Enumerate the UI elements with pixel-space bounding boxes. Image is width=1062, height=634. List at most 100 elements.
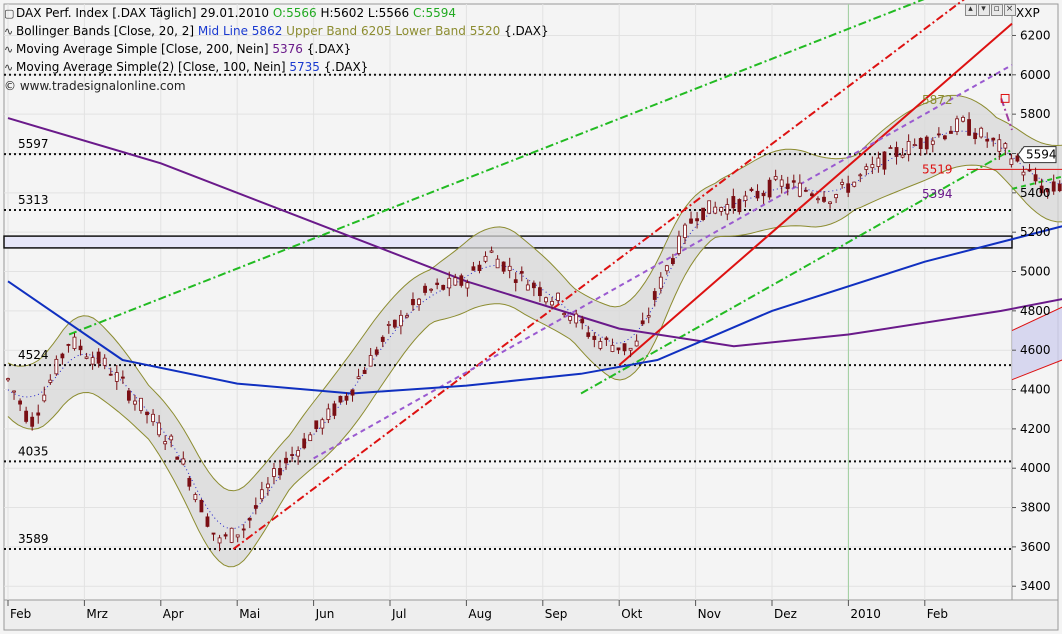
legend-bollinger-upper: Upper Band 6205 <box>286 24 392 38</box>
y-tick-label: 5000 <box>1020 265 1051 279</box>
candle <box>12 390 16 393</box>
candle <box>719 207 724 212</box>
candle <box>628 347 633 351</box>
legend-bollinger-label: Bollinger Bands [Close, 20, 2] <box>16 24 195 38</box>
candle <box>145 411 149 416</box>
candle <box>193 494 198 501</box>
candle <box>822 196 826 202</box>
candle <box>157 422 162 436</box>
candle <box>864 166 869 170</box>
y-tick-label: 6000 <box>1020 68 1051 82</box>
candle <box>163 441 168 445</box>
candle <box>876 157 881 167</box>
candle <box>900 154 905 158</box>
candle <box>652 291 657 300</box>
candle <box>477 264 482 272</box>
candle <box>834 194 838 199</box>
candle <box>755 190 760 199</box>
x-tick-label: Apr <box>163 607 184 621</box>
indicator-icon[interactable]: ∿ <box>4 61 14 74</box>
candle <box>949 130 953 134</box>
legend-low: L:5566 <box>367 6 410 20</box>
legend-ma200-label: Moving Average Simple [Close, 200, Nein] <box>16 42 269 56</box>
close-icon[interactable]: × <box>1004 4 1016 16</box>
candle <box>622 343 627 352</box>
candle <box>852 181 857 187</box>
candle <box>731 196 736 209</box>
y-tick-label: 4800 <box>1020 304 1051 318</box>
candle <box>1039 185 1044 194</box>
candle <box>586 332 591 337</box>
level-value-label: 5519 <box>922 162 953 176</box>
candle <box>888 147 893 149</box>
candle <box>1051 181 1056 192</box>
candle <box>368 355 373 367</box>
candle <box>918 138 923 149</box>
candle <box>689 218 693 224</box>
y-tick-label: 4600 <box>1020 343 1051 357</box>
candle <box>810 193 814 197</box>
candle <box>108 373 113 376</box>
candle <box>326 408 331 420</box>
candle <box>1027 169 1032 172</box>
candle <box>942 135 947 140</box>
candle <box>18 400 22 405</box>
candle <box>36 412 41 416</box>
x-tick-label: Feb <box>10 607 31 621</box>
candle <box>302 438 307 449</box>
arrow-up-icon[interactable]: ▴ <box>965 4 977 16</box>
watermark-text: www.tradesignalonline.com <box>19 79 186 93</box>
legend-ma100-sym: {.DAX} <box>323 60 369 74</box>
candle <box>797 182 802 197</box>
candle <box>749 188 754 191</box>
indicator-icon[interactable]: ∿ <box>4 43 14 56</box>
level-label: 4035 <box>18 444 49 458</box>
restore-icon[interactable]: ▫ <box>991 4 1003 16</box>
last-price-tag-label: 5594 <box>1026 148 1057 162</box>
y-tick-label: 3800 <box>1020 501 1051 515</box>
candle <box>290 454 294 456</box>
candle <box>501 261 506 272</box>
candle <box>610 344 615 352</box>
candle <box>423 285 427 293</box>
candle <box>985 138 990 142</box>
candle <box>296 450 301 457</box>
candle <box>683 224 687 238</box>
indicator-icon[interactable]: ∿ <box>4 25 14 38</box>
x-tick-label: Jun <box>315 607 335 621</box>
candle <box>604 337 609 340</box>
trendline <box>232 0 965 550</box>
legend-open: O:5566 <box>272 6 317 20</box>
legend-high: H:5602 <box>320 6 365 20</box>
arrow-down-icon[interactable]: ▾ <box>978 4 990 16</box>
axis-name: XXP <box>1016 6 1040 20</box>
candle <box>241 528 246 531</box>
candle <box>259 489 264 500</box>
level-label: 5313 <box>18 193 49 207</box>
candle <box>640 320 645 325</box>
candle <box>858 174 863 177</box>
candle <box>453 277 458 286</box>
candle <box>217 537 222 544</box>
candle <box>882 151 887 170</box>
candle <box>459 275 464 286</box>
candle <box>272 468 276 477</box>
candle <box>580 318 585 324</box>
window-icon[interactable]: ▢ <box>4 7 15 20</box>
window-controls: ▴ ▾ ▫ × <box>964 4 1016 16</box>
candle <box>308 434 313 442</box>
candle <box>973 132 978 140</box>
candle <box>1009 158 1014 165</box>
x-tick-label: Nov <box>698 607 721 621</box>
last-price-tag[interactable] <box>1017 146 1057 164</box>
candle <box>955 118 959 132</box>
level-value-label: 5394 <box>922 187 953 201</box>
candle <box>90 357 95 365</box>
candle <box>773 176 778 180</box>
candle <box>695 218 699 222</box>
candle <box>531 282 536 289</box>
candle <box>906 141 911 155</box>
x-tick-label: Dez <box>774 607 797 621</box>
